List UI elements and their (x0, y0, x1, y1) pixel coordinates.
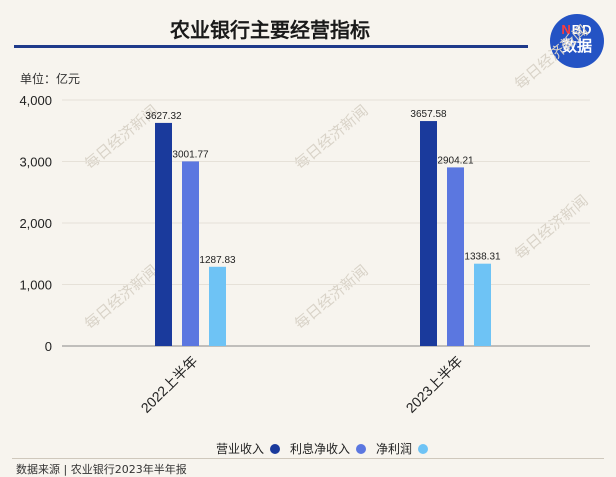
logo-text-line1: NBD (561, 22, 593, 37)
unit-label: 单位：亿元 (20, 72, 81, 86)
watermark-text: 每日经济新闻 (291, 101, 372, 173)
legend-swatch-net-interest (356, 443, 367, 454)
bar-value-label: 3001.77 (172, 149, 209, 160)
bars-group: 3627.32 3001.77 1287.83 3657.58 2904.21 1338.… (145, 109, 501, 346)
y-tick-label: 3,000 (19, 155, 52, 170)
title-underline (14, 45, 528, 48)
watermark-text: 每日经济新闻 (291, 261, 372, 333)
bar-value-label: 2904.21 (437, 155, 474, 166)
bar-net-interest-1 (182, 161, 199, 346)
watermark-text: 每日经济新闻 (511, 191, 592, 263)
bar-value-label: 1287.83 (199, 255, 236, 266)
bar-net-profit-1 (209, 266, 226, 346)
bar-revenue-2 (420, 121, 437, 346)
bar-net-interest-2 (447, 167, 464, 346)
x-axis-labels: 2022上半年 2023上半年 (138, 353, 466, 416)
x-category-label: 2022上半年 (138, 353, 201, 416)
legend-label-net-interest: 利息净收入 (290, 442, 351, 456)
bar-value-label: 1338.31 (464, 252, 501, 263)
y-tick-label: 4,000 (19, 93, 52, 108)
legend-item-net-interest: 利息净收入 (290, 440, 367, 457)
legend: 营业收入 利息净收入 净利润 (216, 440, 438, 457)
bar-net-profit-2 (474, 263, 491, 346)
legend-item-net-profit: 净利润 (376, 440, 429, 457)
y-tick-label: 1,000 (19, 278, 52, 293)
legend-label-revenue: 营业收入 (216, 442, 265, 456)
y-tick-label: 2,000 (19, 216, 52, 231)
data-source: 数据来源 | 农业银行2023年半年报 (16, 463, 187, 476)
legend-swatch-revenue (270, 443, 281, 454)
nbd-data-logo: NBD 数据 (550, 14, 604, 68)
y-axis: 0 1,000 2,000 3,000 4,000 (19, 93, 590, 354)
chart-title: 农业银行主要经营指标 (170, 18, 370, 42)
logo-text-line2: 数据 (561, 37, 592, 55)
bar-value-label: 3657.58 (410, 109, 447, 120)
bar-value-label: 3627.32 (145, 111, 182, 122)
x-category-label: 2023上半年 (403, 353, 466, 416)
legend-item-revenue: 营业收入 (216, 440, 281, 457)
watermark-text: 每日经济新闻 (81, 261, 162, 333)
footer-divider (12, 458, 604, 459)
watermark-text: 每日经济新闻 (511, 21, 592, 93)
bar-revenue-1 (155, 122, 172, 346)
legend-label-net-profit: 净利润 (376, 442, 413, 456)
legend-swatch-net-profit (418, 443, 429, 454)
y-tick-label: 0 (45, 339, 52, 354)
